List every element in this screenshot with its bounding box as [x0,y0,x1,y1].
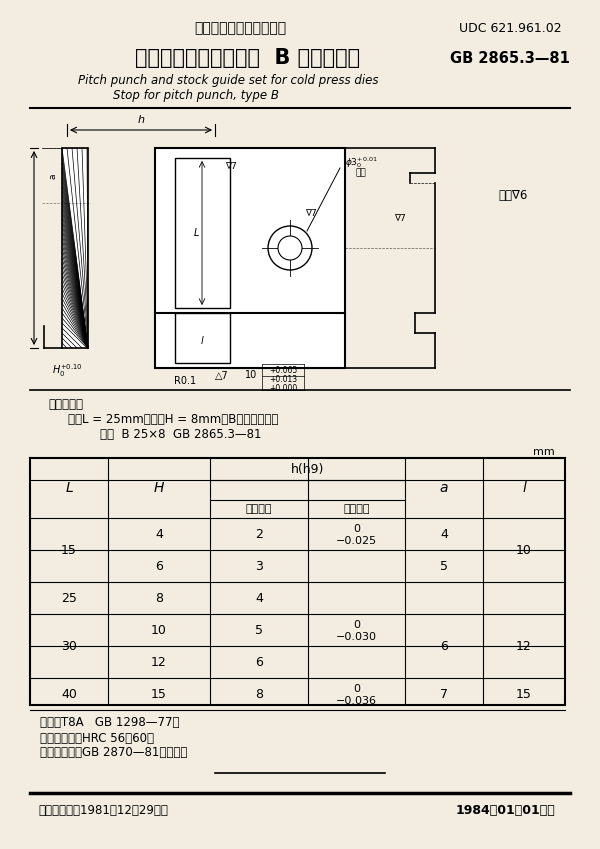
Text: 10: 10 [516,543,532,556]
Text: 3: 3 [255,559,263,572]
Text: 8: 8 [255,688,263,700]
Text: ∇7: ∇7 [394,213,406,222]
Text: 15: 15 [61,543,77,556]
Circle shape [278,236,302,260]
Text: 2: 2 [255,527,263,541]
Text: Pitch punch and stock guide set for cold press dies: Pitch punch and stock guide set for cold… [78,74,378,87]
Text: 25: 25 [61,592,77,604]
Bar [62,148,88,348]
Text: h(h9): h(h9) [291,463,324,475]
Circle shape [268,226,312,270]
Text: 冷冲模侧刃和导料装置  B 型侧刃挡块: 冷冲模侧刃和导料装置 B 型侧刃挡块 [136,48,361,68]
Text: a: a [440,481,448,495]
Text: L: L [65,481,73,495]
Text: H: H [154,481,164,495]
Text: GB 2865.3—81: GB 2865.3—81 [450,50,570,65]
Text: 材料：T8A   GB 1298—77。: 材料：T8A GB 1298—77。 [40,717,179,729]
Text: 长度L = 25mm、厚度H = 8mm的B型侧刃挡块：: 长度L = 25mm、厚度H = 8mm的B型侧刃挡块： [68,413,278,425]
Text: mm: mm [533,447,555,457]
Text: 12: 12 [151,655,167,668]
Text: 12: 12 [516,639,532,653]
Text: 15: 15 [516,688,532,700]
Text: −0.025: −0.025 [336,536,377,546]
Text: 7: 7 [440,688,448,700]
Text: 30: 30 [61,639,77,653]
Text: UDC 621.961.02: UDC 621.961.02 [458,21,562,35]
Text: h: h [137,115,145,125]
Text: 0: 0 [353,620,360,630]
Text: 中华人民共和国国家标准: 中华人民共和国国家标准 [194,21,286,35]
Text: 技术条件：按GB 2870—81的规定。: 技术条件：按GB 2870—81的规定。 [40,746,187,760]
Text: 5: 5 [440,559,448,572]
Text: +0.000: +0.000 [269,384,297,392]
Text: 其余∇6: 其余∇6 [498,188,527,201]
Text: 4: 4 [255,592,263,604]
Bar [175,158,230,308]
Text: 0: 0 [353,524,360,534]
Text: △7: △7 [215,371,229,381]
Text: 4: 4 [440,527,448,541]
Text: 10: 10 [245,370,257,380]
Text: 热处理：硬度HRC 56～60。: 热处理：硬度HRC 56～60。 [40,732,154,745]
Text: 配钻: 配钻 [355,168,366,177]
Text: 8: 8 [155,592,163,604]
Text: 极限偏差: 极限偏差 [343,504,370,514]
Text: 15: 15 [151,688,167,700]
Text: −0.036: −0.036 [336,696,377,706]
Text: l: l [522,481,526,495]
Text: $\phi3^{+0.01}_{0}$: $\phi3^{+0.01}_{0}$ [345,155,377,171]
Text: 国家标准总局1981－12－29发布: 国家标准总局1981－12－29发布 [38,803,168,817]
Bar [175,313,230,363]
Text: 0: 0 [353,684,360,694]
Text: 1984－01－01实施: 1984－01－01实施 [455,803,555,817]
Text: 6: 6 [440,639,448,653]
Text: ∇7: ∇7 [305,209,317,217]
Text: 6: 6 [155,559,163,572]
Text: L: L [193,228,199,238]
Text: +0.065: +0.065 [269,366,297,374]
Text: ∇7: ∇7 [225,161,237,171]
Text: 5: 5 [255,623,263,637]
Text: 10: 10 [151,623,167,637]
Bar [155,148,345,368]
Text: a: a [49,173,58,179]
Text: +0.013: +0.013 [269,374,297,384]
Text: 标记示例：: 标记示例： [48,397,83,411]
Text: 40: 40 [61,688,77,700]
Text: R0.1: R0.1 [174,376,196,386]
Text: $H^{+0.10}_{0}$: $H^{+0.10}_{0}$ [52,362,82,379]
Text: Stop for pitch punch, type B: Stop for pitch punch, type B [113,88,279,102]
Text: −0.030: −0.030 [336,632,377,642]
Text: 4: 4 [155,527,163,541]
Text: 挡块  B 25×8  GB 2865.3—81: 挡块 B 25×8 GB 2865.3—81 [100,428,262,441]
Text: l: l [200,335,203,346]
Text: 6: 6 [255,655,263,668]
Text: 基本尺寸: 基本尺寸 [246,504,272,514]
